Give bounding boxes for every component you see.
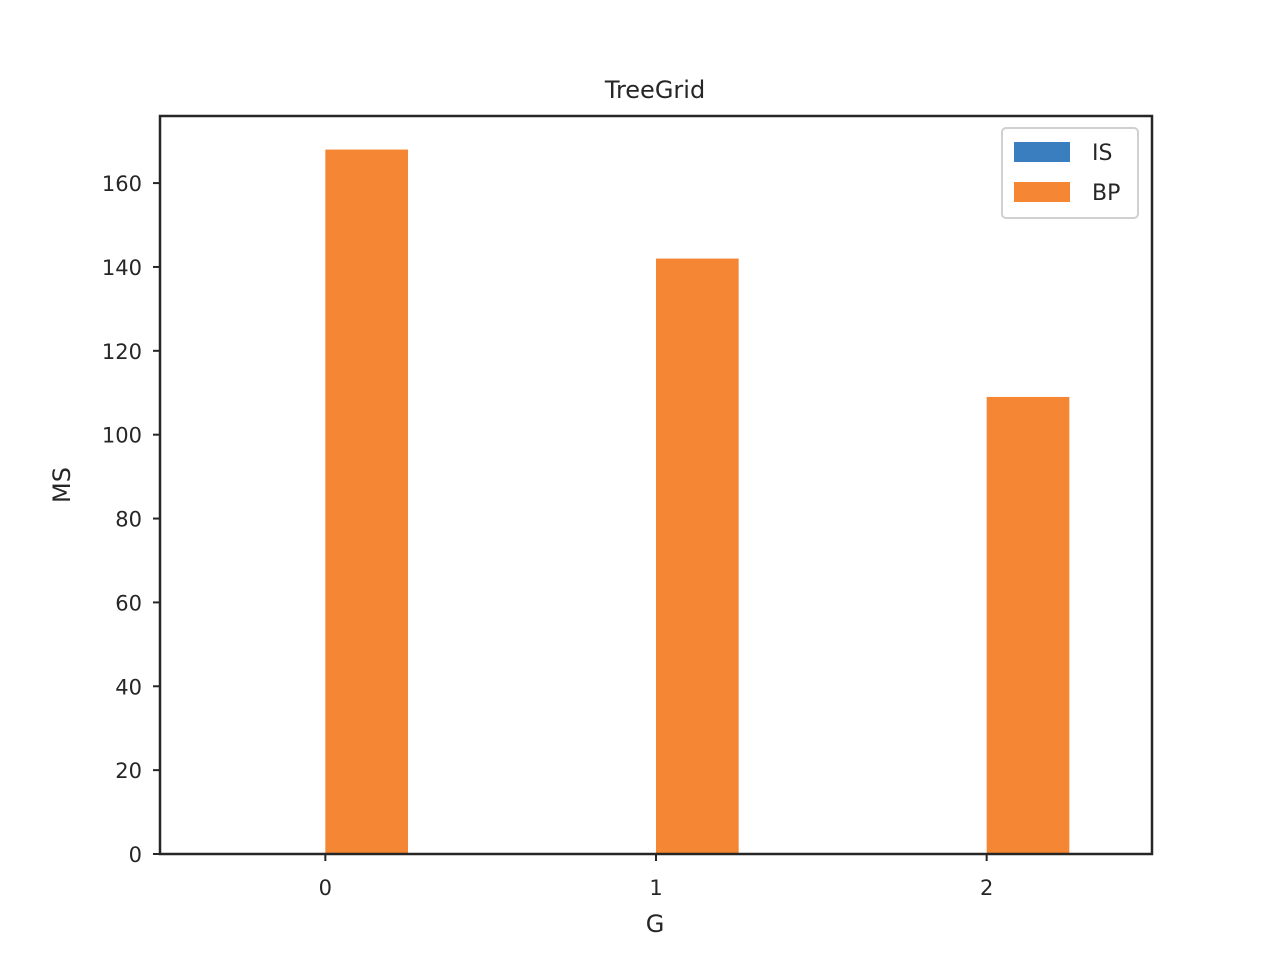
y-tick-label: 120 — [102, 340, 142, 364]
bar-bp-1 — [656, 258, 739, 854]
legend-label-bp: BP — [1092, 181, 1120, 206]
legend: IS BP — [1001, 127, 1139, 219]
y-tick-label: 100 — [102, 424, 142, 448]
y-tick-label: 40 — [115, 675, 142, 699]
bar-bp-2 — [986, 396, 1070, 854]
bar-bp-0 — [325, 149, 408, 854]
legend-label-is: IS — [1092, 141, 1112, 166]
y-axis-label: MS — [48, 467, 76, 503]
x-tick-label: 1 — [649, 876, 662, 900]
y-tick-label: 20 — [115, 759, 142, 783]
plot-area: 0 20 40 60 80 100 120 140 160 0 1 2 — [102, 114, 1154, 900]
legend-swatch-is — [1014, 142, 1070, 162]
x-axis-label: G — [646, 910, 665, 938]
y-tick-label: 80 — [115, 508, 142, 532]
y-tick-label: 160 — [102, 172, 142, 196]
y-tick-label: 140 — [102, 256, 142, 280]
y-tick-label: 0 — [129, 843, 142, 867]
chart-title: TreeGrid — [604, 76, 705, 104]
legend-swatch-bp — [1014, 182, 1070, 202]
x-tick-label: 0 — [319, 876, 332, 900]
x-tick-label: 2 — [980, 876, 993, 900]
y-tick-label: 60 — [115, 591, 142, 615]
